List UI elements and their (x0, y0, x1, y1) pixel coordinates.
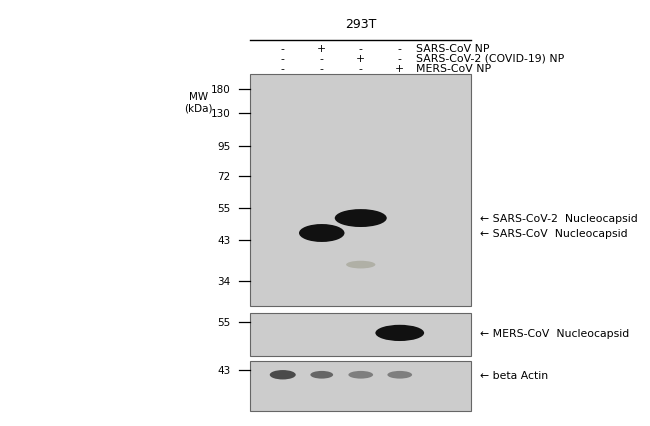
Text: +: + (356, 54, 365, 64)
Text: 180: 180 (211, 84, 231, 95)
Text: ← SARS-CoV-2  Nucleocapsid: ← SARS-CoV-2 Nucleocapsid (480, 213, 638, 224)
Text: -: - (398, 44, 402, 54)
Text: -: - (281, 44, 285, 54)
Text: 55: 55 (218, 317, 231, 328)
Ellipse shape (376, 325, 424, 341)
Ellipse shape (348, 371, 373, 379)
Text: -: - (281, 54, 285, 64)
Text: -: - (398, 54, 402, 64)
Ellipse shape (346, 261, 376, 269)
Text: -: - (320, 54, 324, 64)
Text: -: - (320, 64, 324, 74)
Text: 43: 43 (218, 365, 231, 375)
Text: MERS-CoV NP: MERS-CoV NP (416, 64, 491, 74)
Ellipse shape (311, 371, 333, 379)
Text: ← SARS-CoV  Nucleocapsid: ← SARS-CoV Nucleocapsid (480, 228, 627, 239)
Bar (250, 361, 471, 411)
Text: +: + (395, 64, 404, 74)
Text: ← MERS-CoV  Nucleocapsid: ← MERS-CoV Nucleocapsid (480, 328, 629, 338)
Text: SARS-CoV-2 (COVID-19) NP: SARS-CoV-2 (COVID-19) NP (416, 54, 564, 64)
Bar (250, 313, 471, 356)
Ellipse shape (335, 210, 387, 227)
Text: -: - (359, 64, 363, 74)
Bar (250, 75, 471, 307)
Text: 72: 72 (218, 172, 231, 182)
Text: MW
(kDa): MW (kDa) (184, 92, 213, 113)
Text: ← beta Actin: ← beta Actin (480, 370, 548, 380)
Text: -: - (281, 64, 285, 74)
Ellipse shape (387, 371, 412, 379)
Text: 55: 55 (218, 204, 231, 214)
Text: SARS-CoV NP: SARS-CoV NP (416, 44, 489, 54)
Text: 43: 43 (218, 236, 231, 246)
Text: +: + (317, 44, 326, 54)
Text: 34: 34 (218, 276, 231, 286)
Text: -: - (359, 44, 363, 54)
Ellipse shape (270, 370, 296, 380)
Text: 95: 95 (218, 142, 231, 152)
Text: 293T: 293T (345, 18, 376, 31)
Ellipse shape (299, 225, 344, 242)
Text: 130: 130 (211, 109, 231, 119)
